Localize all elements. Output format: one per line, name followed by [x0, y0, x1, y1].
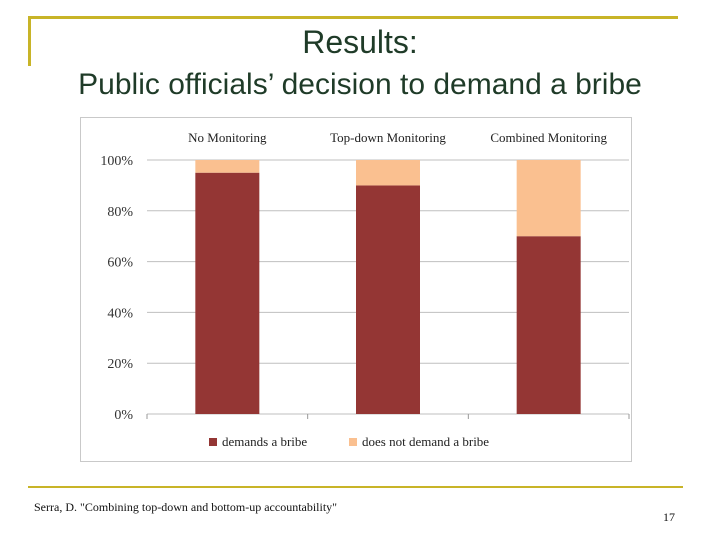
category-label: Combined Monitoring: [490, 130, 607, 145]
legend-swatch: [349, 438, 357, 446]
decorative-top-line: [28, 16, 678, 19]
stacked-bar-chart: 0% 20% 40% 60% 80% 100% No Monitoring Top-down …: [100, 130, 630, 449]
category-label: No Monitoring: [188, 130, 267, 145]
page-number: 17: [663, 510, 675, 524]
bar-demands-a-bribe: [195, 172, 260, 414]
bar-does-not-demand-a-bribe: [195, 160, 260, 173]
bar-does-not-demand-a-bribe: [516, 160, 581, 237]
bar-demands-a-bribe: [356, 185, 420, 414]
legend-swatch: [209, 438, 217, 446]
category-label: Top-down Monitoring: [330, 130, 446, 145]
slide-subtitle: Public officials’ decision to demand a b…: [78, 68, 642, 101]
bar-does-not-demand-a-bribe: [356, 160, 420, 186]
slide-title: Results:: [302, 24, 418, 60]
decorative-bottom-line: [28, 486, 683, 488]
decorative-left-line: [28, 16, 31, 66]
citation: Serra, D. "Combining top-down and bottom…: [34, 500, 338, 514]
y-tick-label: 60%: [107, 256, 133, 271]
y-tick-label: 40%: [107, 306, 133, 321]
y-tick-label: 100%: [100, 154, 133, 169]
legend-label: does not demand a bribe: [362, 434, 489, 449]
y-tick-label: 0%: [114, 408, 133, 423]
y-tick-label: 80%: [107, 205, 133, 220]
y-tick-label: 20%: [107, 357, 133, 372]
bar-demands-a-bribe: [516, 236, 581, 414]
legend-label: demands a bribe: [222, 434, 307, 449]
chart-container: 0% 20% 40% 60% 80% 100% No Monitoring Top-down …: [80, 117, 632, 462]
